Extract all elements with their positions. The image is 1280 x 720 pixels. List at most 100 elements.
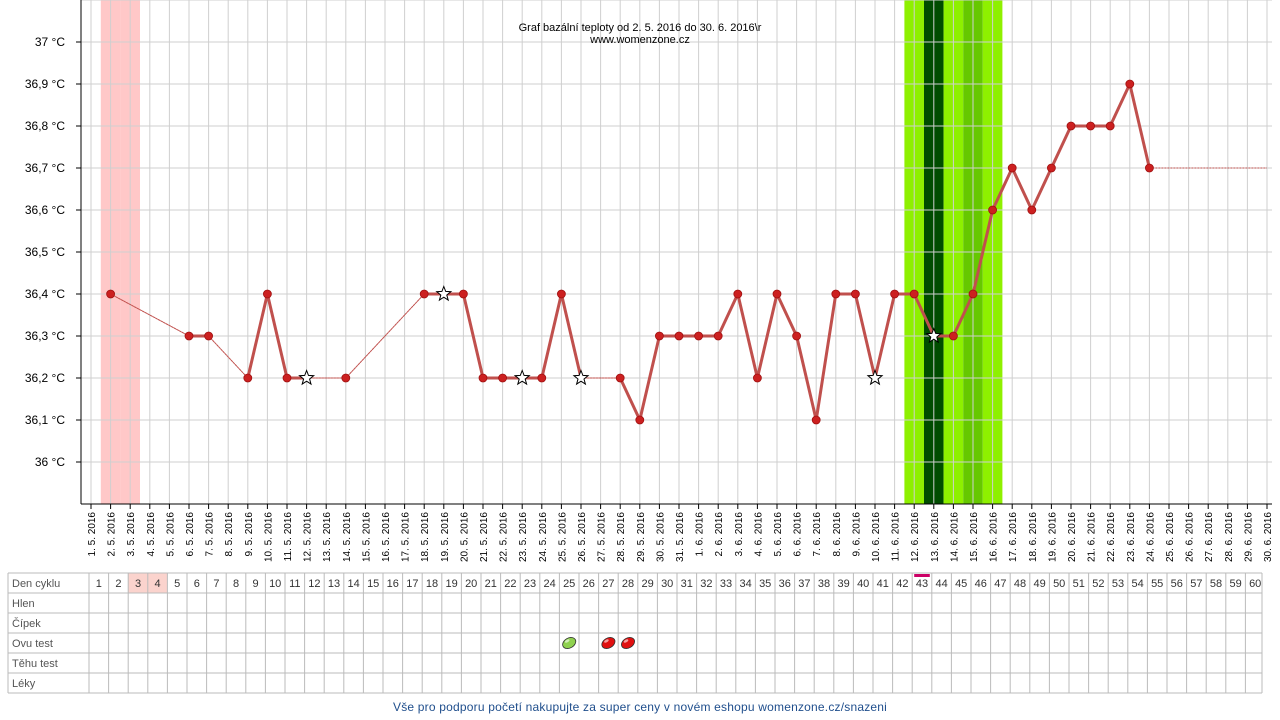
x-tick-label: 31. 5. 2016 xyxy=(675,512,686,562)
cycle-day-number: 7 xyxy=(213,578,219,590)
cycle-day-number: 19 xyxy=(445,578,457,590)
data-point xyxy=(772,289,782,299)
x-tick-label: 16. 6. 2016 xyxy=(989,512,1000,562)
cycle-day-number: 9 xyxy=(253,578,259,590)
cycle-day-number: 47 xyxy=(994,578,1006,590)
cycle-day-number: 25 xyxy=(563,578,575,590)
x-tick-label: 12. 6. 2016 xyxy=(910,512,921,562)
cycle-day-number: 17 xyxy=(406,578,418,590)
cycle-day-number: 15 xyxy=(367,578,379,590)
data-point xyxy=(909,289,919,299)
cycle-day-number: 1 xyxy=(96,578,102,590)
y-tick-label: 36 °C xyxy=(35,455,65,469)
current-day-marker xyxy=(914,574,930,577)
series-segment xyxy=(638,334,661,422)
data-point xyxy=(1145,163,1154,173)
x-tick-label: 18. 6. 2016 xyxy=(1028,512,1039,562)
x-tick-label: 19. 5. 2016 xyxy=(440,512,451,562)
ovu-test-shine xyxy=(564,639,570,643)
cycle-day-number: 5 xyxy=(174,578,180,590)
series-segment xyxy=(991,166,1014,212)
y-tick-label: 36,9 °C xyxy=(25,77,65,91)
data-point xyxy=(1007,163,1017,173)
y-tick-label: 37 °C xyxy=(35,35,65,49)
x-tick-label: 29. 5. 2016 xyxy=(636,512,647,562)
series-segment xyxy=(1010,166,1034,212)
series-segment xyxy=(1049,124,1073,170)
cycle-day-number: 3 xyxy=(135,578,141,590)
data-point xyxy=(1125,79,1135,89)
x-tick-label: 10. 5. 2016 xyxy=(263,512,274,562)
ovu-test-negative xyxy=(562,637,577,649)
series-segment xyxy=(873,292,897,380)
series-segment xyxy=(1128,82,1151,170)
x-tick-label: 6. 5. 2016 xyxy=(185,512,196,557)
row-label: Hlen xyxy=(12,598,35,610)
x-tick-label: 23. 5. 2016 xyxy=(518,512,529,562)
x-tick-label: 30. 5. 2016 xyxy=(655,512,666,562)
x-tick-label: 27. 6. 2016 xyxy=(1204,512,1215,562)
data-point xyxy=(733,289,743,299)
data-point xyxy=(184,331,194,341)
x-tick-label: 21. 6. 2016 xyxy=(1087,512,1098,562)
cycle-day-number: 46 xyxy=(975,578,987,590)
cycle-day-number: 33 xyxy=(720,578,732,590)
data-point xyxy=(557,289,566,299)
x-tick-label: 14. 5. 2016 xyxy=(342,512,353,562)
row-label: Ovu test xyxy=(12,638,53,650)
x-tick-label: 7. 6. 2016 xyxy=(812,512,823,557)
series-segment xyxy=(265,292,289,380)
data-point xyxy=(988,205,997,215)
cycle-day-number: 54 xyxy=(1131,578,1143,590)
cycle-day-number: 16 xyxy=(387,578,399,590)
x-tick-label: 15. 5. 2016 xyxy=(361,512,372,562)
series-segment xyxy=(246,292,269,380)
x-tick-label: 8. 5. 2016 xyxy=(224,512,235,557)
ovu-test-shine xyxy=(604,639,609,643)
cycle-day-number: 52 xyxy=(1092,578,1104,590)
x-tick-label: 1. 6. 2016 xyxy=(695,512,706,557)
data-point xyxy=(1047,163,1056,173)
cycle-day-number: 38 xyxy=(818,578,830,590)
data-point xyxy=(968,289,978,299)
cycle-day-number: 29 xyxy=(641,578,653,590)
cycle-day-number: 12 xyxy=(308,578,320,590)
series-segment xyxy=(795,334,818,422)
series-segment xyxy=(1108,82,1132,128)
x-tick-label: 26. 5. 2016 xyxy=(577,512,588,562)
data-point xyxy=(713,331,723,341)
series-segment xyxy=(775,292,799,338)
series-gap-segment xyxy=(345,293,425,379)
series-segment xyxy=(1030,166,1053,212)
series-segment xyxy=(716,292,740,338)
footer-shop-link[interactable]: Vše pro podporu početí nakupujte za supe… xyxy=(392,700,888,714)
data-point xyxy=(282,373,292,383)
y-tick-label: 36,2 °C xyxy=(25,371,65,385)
series-gap-segment xyxy=(110,293,190,337)
cycle-day-number: 32 xyxy=(700,578,712,590)
cycle-day-number: 20 xyxy=(465,578,477,590)
series-segment xyxy=(814,292,838,422)
data-point xyxy=(811,415,821,425)
data-point xyxy=(655,331,664,341)
cycle-day-number: 53 xyxy=(1112,578,1124,590)
cycle-day-number: 8 xyxy=(233,578,239,590)
x-tick-label: 9. 5. 2016 xyxy=(244,512,255,557)
cycle-day-number: 49 xyxy=(1033,578,1045,590)
x-tick-label: 22. 5. 2016 xyxy=(499,512,510,562)
x-tick-label: 11. 6. 2016 xyxy=(891,512,902,562)
x-tick-label: 15. 6. 2016 xyxy=(969,512,980,562)
star-marker xyxy=(866,369,884,386)
x-tick-label: 12. 5. 2016 xyxy=(303,512,314,562)
x-tick-label: 18. 5. 2016 xyxy=(420,512,431,562)
series-segment xyxy=(971,208,995,296)
cycle-day-number: 27 xyxy=(602,578,614,590)
cycle-day-number: 39 xyxy=(837,578,849,590)
x-tick-label: 3. 5. 2016 xyxy=(126,512,137,557)
y-tick-label: 36,6 °C xyxy=(25,203,65,217)
x-tick-label: 6. 6. 2016 xyxy=(793,512,804,557)
data-point xyxy=(792,331,801,341)
x-tick-label: 28. 5. 2016 xyxy=(616,512,627,562)
x-tick-label: 10. 6. 2016 xyxy=(871,512,882,562)
cycle-day-number: 24 xyxy=(543,578,555,590)
